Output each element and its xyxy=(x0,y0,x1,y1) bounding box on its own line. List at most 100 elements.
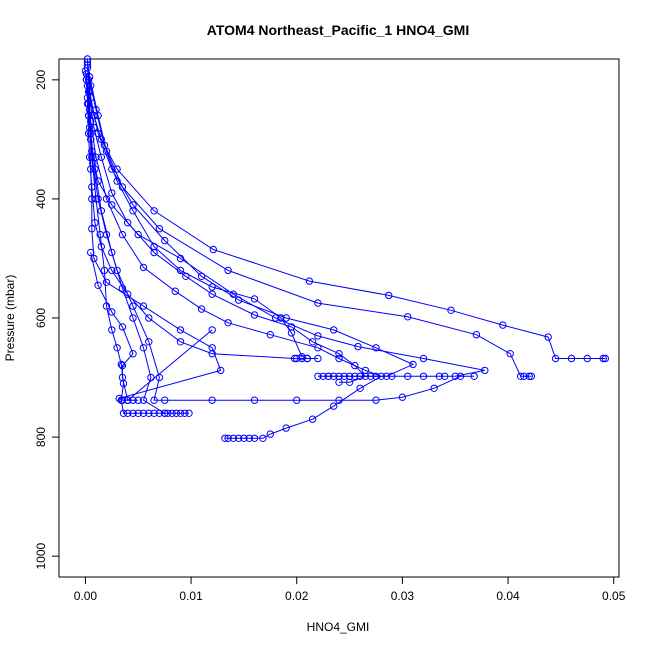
data-point xyxy=(92,153,100,161)
data-point xyxy=(250,434,259,442)
profile-series xyxy=(83,61,417,380)
data-point xyxy=(404,372,412,380)
data-point xyxy=(145,338,153,346)
plot-frame xyxy=(58,58,620,578)
series-line xyxy=(89,76,308,359)
data-point xyxy=(324,372,333,380)
data-point xyxy=(527,372,535,380)
data-point xyxy=(409,360,417,369)
data-point xyxy=(314,332,322,340)
data-point xyxy=(155,225,164,233)
data-point xyxy=(139,302,148,310)
data-point xyxy=(234,434,243,442)
x-tick-label: 0.00 xyxy=(74,589,98,603)
data-point xyxy=(139,396,148,404)
data-point xyxy=(129,350,137,358)
data-point xyxy=(94,111,102,120)
data-point xyxy=(525,372,533,380)
x-tick-label: 0.03 xyxy=(391,589,415,603)
data-point xyxy=(113,177,121,185)
data-point xyxy=(287,329,296,337)
data-point xyxy=(308,415,317,423)
data-point xyxy=(583,354,591,363)
data-point xyxy=(308,338,317,346)
data-point xyxy=(118,361,127,370)
data-point xyxy=(94,177,102,185)
data-point xyxy=(599,354,607,363)
profile-series xyxy=(82,70,193,417)
data-point xyxy=(208,290,216,298)
data-point xyxy=(185,409,193,417)
data-point xyxy=(229,434,238,442)
data-point xyxy=(441,372,449,380)
data-point xyxy=(118,373,127,382)
data-point xyxy=(134,409,142,417)
profile-series xyxy=(83,64,609,363)
data-point xyxy=(181,409,189,417)
data-point xyxy=(118,323,127,331)
data-point xyxy=(361,372,370,380)
data-point xyxy=(108,248,116,257)
data-point xyxy=(197,272,206,280)
data-point xyxy=(335,378,343,386)
x-tick-label: 0.02 xyxy=(285,589,309,603)
data-point xyxy=(139,344,148,352)
data-point xyxy=(314,354,322,363)
data-point xyxy=(85,73,94,81)
data-point xyxy=(108,308,116,316)
data-point xyxy=(119,409,128,417)
data-point xyxy=(91,219,99,227)
data-point xyxy=(351,361,359,370)
series-line xyxy=(88,91,367,383)
data-point xyxy=(102,278,111,286)
series-line xyxy=(87,64,415,377)
data-point xyxy=(245,434,253,442)
data-point xyxy=(382,372,391,380)
data-point xyxy=(298,353,306,361)
data-point xyxy=(330,402,338,410)
series-line xyxy=(84,70,475,401)
data-point xyxy=(176,326,185,334)
data-point xyxy=(447,306,455,314)
data-point xyxy=(90,254,98,263)
data-point xyxy=(161,409,169,417)
data-point xyxy=(117,360,126,369)
data-point xyxy=(108,201,116,209)
data-point xyxy=(102,195,111,203)
data-point xyxy=(176,338,185,346)
data-point xyxy=(506,350,514,358)
data-point xyxy=(335,350,343,358)
y-tick-label: 200 xyxy=(34,70,48,90)
data-point xyxy=(150,396,158,404)
data-point xyxy=(176,266,185,275)
data-point xyxy=(451,372,459,380)
data-point xyxy=(404,313,412,321)
data-point xyxy=(161,396,169,404)
plot-area xyxy=(81,55,609,442)
profile-series xyxy=(81,67,478,404)
data-point xyxy=(271,314,280,322)
data-point xyxy=(499,321,507,329)
data-point xyxy=(234,296,243,304)
x-tick-label: 0.04 xyxy=(496,589,520,603)
data-point xyxy=(150,207,158,215)
data-point xyxy=(305,277,314,285)
data-point xyxy=(293,354,301,363)
y-tick-label: 600 xyxy=(34,308,48,328)
data-point xyxy=(470,372,478,380)
data-point xyxy=(282,314,290,322)
data-point xyxy=(472,331,481,339)
x-tick-label: 0.05 xyxy=(602,589,626,603)
data-point xyxy=(372,396,380,404)
data-point xyxy=(102,302,111,310)
data-point xyxy=(266,430,274,438)
data-point xyxy=(551,354,560,363)
data-point xyxy=(97,153,106,161)
data-point xyxy=(314,372,322,380)
data-point xyxy=(335,354,343,363)
data-point xyxy=(113,165,121,173)
y-tick-label: 1000 xyxy=(34,542,48,569)
data-point xyxy=(124,409,132,417)
data-point xyxy=(266,331,274,339)
series-line xyxy=(90,252,213,402)
